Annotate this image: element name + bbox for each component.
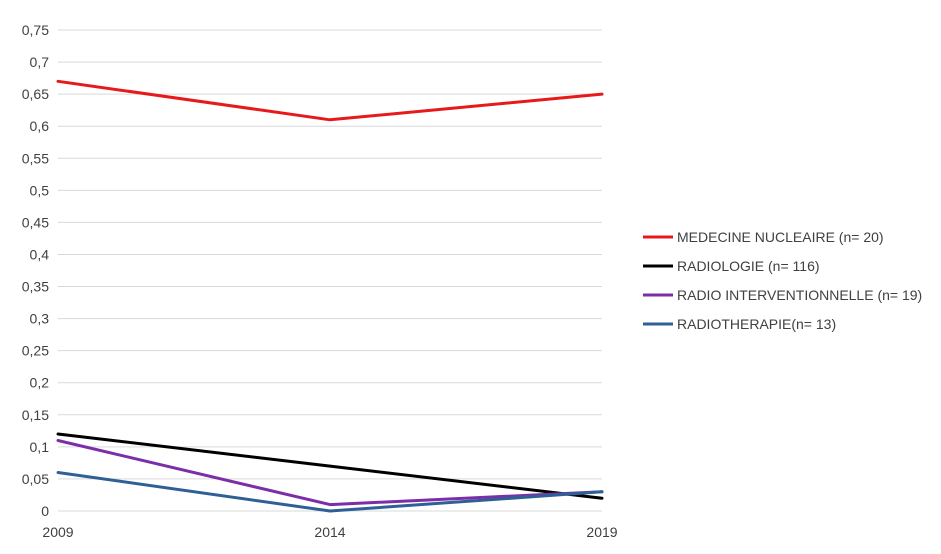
gridlines bbox=[58, 29, 602, 480]
y-tick-label: 0,05 bbox=[22, 471, 49, 487]
x-tick-label: 2019 bbox=[586, 524, 617, 540]
series-lines bbox=[56, 79, 604, 513]
legend-label: MEDECINE NUCLEAIRE (n= 20) bbox=[677, 229, 884, 245]
legend: MEDECINE NUCLEAIRE (n= 20) RADIOLOGIE (n=… bbox=[643, 229, 922, 332]
y-tick-label: 0,1 bbox=[30, 439, 50, 455]
series-line bbox=[56, 439, 604, 507]
y-tick-label: 0,5 bbox=[30, 182, 50, 198]
y-tick-label: 0,2 bbox=[30, 375, 50, 391]
x-tick-label: 2014 bbox=[314, 524, 345, 540]
y-tick-label: 0,75 bbox=[22, 22, 49, 38]
y-tick-label: 0,15 bbox=[22, 407, 49, 423]
y-tick-label: 0,65 bbox=[22, 86, 49, 102]
y-tick-label: 0,7 bbox=[30, 54, 50, 70]
y-tick-label: 0,25 bbox=[22, 343, 49, 359]
x-tick-label: 2009 bbox=[42, 524, 73, 540]
series-line bbox=[56, 432, 604, 500]
y-tick-label: 0,55 bbox=[22, 150, 49, 166]
legend-label: RADIOLOGIE (n= 116) bbox=[677, 258, 820, 274]
y-tick-label: 0,35 bbox=[22, 279, 49, 295]
y-tick-label: 0,45 bbox=[22, 214, 49, 230]
series-line bbox=[56, 79, 604, 122]
series-line bbox=[56, 471, 604, 513]
y-tick-label: 0,3 bbox=[30, 311, 50, 327]
y-tick-label: 0 bbox=[41, 503, 49, 519]
legend-label: RADIO INTERVENTIONNELLE (n= 19) bbox=[677, 287, 922, 303]
y-tick-label: 0,6 bbox=[30, 118, 50, 134]
legend-label: RADIOTHERAPIE(n= 13) bbox=[677, 316, 836, 332]
y-tick-label: 0,4 bbox=[30, 246, 50, 262]
